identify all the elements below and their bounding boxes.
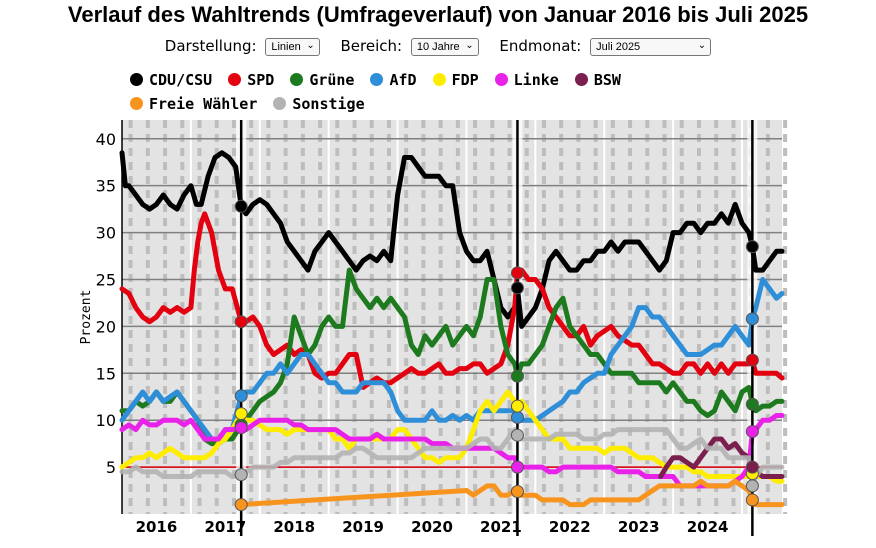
legend-item-sonstige[interactable]: Sonstige xyxy=(273,92,365,116)
x-tick-label: 2017 xyxy=(204,518,246,536)
legend-item-linke[interactable]: Linke xyxy=(494,68,559,92)
election-point-gruene xyxy=(510,369,524,383)
chevron-down-icon: ⌄ xyxy=(697,39,707,51)
endmonat-value: Juli 2025 xyxy=(596,40,641,53)
x-axis-band xyxy=(122,516,782,536)
darstellung-label: Darstellung: xyxy=(164,37,257,56)
election-point-freie-waehler xyxy=(510,484,524,498)
election-point-gruene xyxy=(745,397,759,411)
legend-label: AfD xyxy=(389,71,417,89)
election-point-linke xyxy=(745,424,759,438)
y-tick-label: 25 xyxy=(96,270,116,289)
x-tick-label: 2022 xyxy=(549,518,591,536)
legend-label: FDP xyxy=(451,71,479,89)
darstellung-control: Darstellung: Linien ⌄ xyxy=(165,37,320,56)
chart-area: 5 10 15 20 25 30 35 40 Prozent 2016 2017 2018 2019 20… xyxy=(79,120,788,536)
election-point-cdu-csu xyxy=(510,281,524,295)
chevron-down-icon: ⌄ xyxy=(306,39,315,51)
legend-marker xyxy=(130,73,143,86)
legend-label: BSW xyxy=(593,71,621,89)
series-line-bsw xyxy=(658,436,785,479)
x-tick-label: 2019 xyxy=(342,518,384,536)
election-point-afd xyxy=(510,410,524,424)
legend-marker xyxy=(574,73,588,86)
x-tick-label: 2021 xyxy=(480,518,522,536)
x-tick-label: 2020 xyxy=(411,518,453,536)
bereich-select[interactable]: 10 Jahre ⌄ xyxy=(410,37,479,56)
legend-label: SPD xyxy=(247,71,275,89)
election-point-spd xyxy=(745,353,759,367)
election-point-sonstige xyxy=(745,479,759,493)
endmonat-select[interactable]: Juli 2025 ⌄ xyxy=(590,37,712,56)
series-line-gruene xyxy=(119,267,785,447)
legend-item-spd[interactable]: SPD xyxy=(228,68,274,92)
x-tick-label: 2023 xyxy=(618,518,660,536)
election-point-bsw xyxy=(745,460,759,474)
legend-marker xyxy=(228,73,242,86)
legend-marker xyxy=(494,73,508,86)
legend-item-cdu-csu[interactable]: CDU/CSU xyxy=(130,68,212,92)
legend-marker xyxy=(432,73,446,86)
controls-bar: Darstellung: Linien ⌄ Bereich: 10 Jahre … xyxy=(0,37,876,56)
y-tick-label: 20 xyxy=(96,317,116,336)
election-point-freie-waehler xyxy=(234,498,248,512)
election-point-cdu-csu xyxy=(234,199,248,213)
election-point-afd xyxy=(234,389,248,403)
y-tick-label: 10 xyxy=(96,411,116,430)
election-point-fdp xyxy=(510,399,524,413)
election-point-spd xyxy=(234,315,248,329)
election-point-linke xyxy=(234,421,248,435)
legend-item-afd[interactable]: AfD xyxy=(370,68,417,92)
election-point-sonstige xyxy=(510,428,524,442)
bereich-value: 10 Jahre xyxy=(416,40,460,53)
y-tick-label: 40 xyxy=(96,130,116,149)
legend-marker xyxy=(130,97,143,110)
darstellung-select[interactable]: Linien ⌄ xyxy=(265,37,320,56)
election-point-spd xyxy=(510,266,524,280)
x-tick-label: 2024 xyxy=(687,518,729,536)
bereich-label: Bereich: xyxy=(340,37,403,56)
legend-marker xyxy=(273,97,287,110)
election-point-linke xyxy=(510,460,524,474)
legend-marker xyxy=(290,73,304,86)
y-tick-label: 5 xyxy=(106,458,116,477)
election-point-cdu-csu xyxy=(745,240,759,254)
y-axis-label: Prozent xyxy=(79,290,94,345)
legend-item-fdp[interactable]: FDP xyxy=(432,68,479,92)
election-point-sonstige xyxy=(234,468,248,482)
bereich-control: Bereich: 10 Jahre ⌄ xyxy=(340,37,479,56)
chart-title: Verlauf des Wahltrends (Umfrageverlauf) … xyxy=(67,2,809,27)
legend-item-gruene[interactable]: Grüne xyxy=(290,68,354,92)
legend-label: Sonstige xyxy=(292,95,365,113)
endmonat-control: Endmonat: Juli 2025 ⌄ xyxy=(499,37,712,56)
legend-item-freie-waehler[interactable]: Freie Wähler xyxy=(130,92,257,116)
legend-label: Freie Wähler xyxy=(149,95,258,113)
series-line-cdu-csu xyxy=(119,150,785,329)
endmonat-label: Endmonat: xyxy=(499,37,582,56)
x-tick-label: 2018 xyxy=(273,518,315,536)
election-point-afd xyxy=(745,312,759,326)
darstellung-value: Linien xyxy=(271,40,301,53)
series-line-spd xyxy=(119,211,785,390)
series-line-afd xyxy=(119,277,785,442)
legend-label: Linke xyxy=(513,71,559,89)
y-tick-label: 30 xyxy=(96,224,116,243)
legend-label: Grüne xyxy=(309,71,355,89)
y-tick-label: 35 xyxy=(96,177,116,196)
legend-item-bsw[interactable]: BSW xyxy=(574,68,621,92)
legend-marker xyxy=(370,73,384,86)
chevron-down-icon: ⌄ xyxy=(465,39,474,51)
legend: CDU/CSU SPD Grüne AfD FDP Linke BSW Freie Wähle… xyxy=(130,68,690,116)
x-tick-label: 2016 xyxy=(136,518,178,536)
election-point-fdp xyxy=(234,407,248,421)
election-point-freie-waehler xyxy=(745,493,759,507)
legend-label: CDU/CSU xyxy=(149,71,213,89)
y-tick-label: 15 xyxy=(96,364,116,383)
